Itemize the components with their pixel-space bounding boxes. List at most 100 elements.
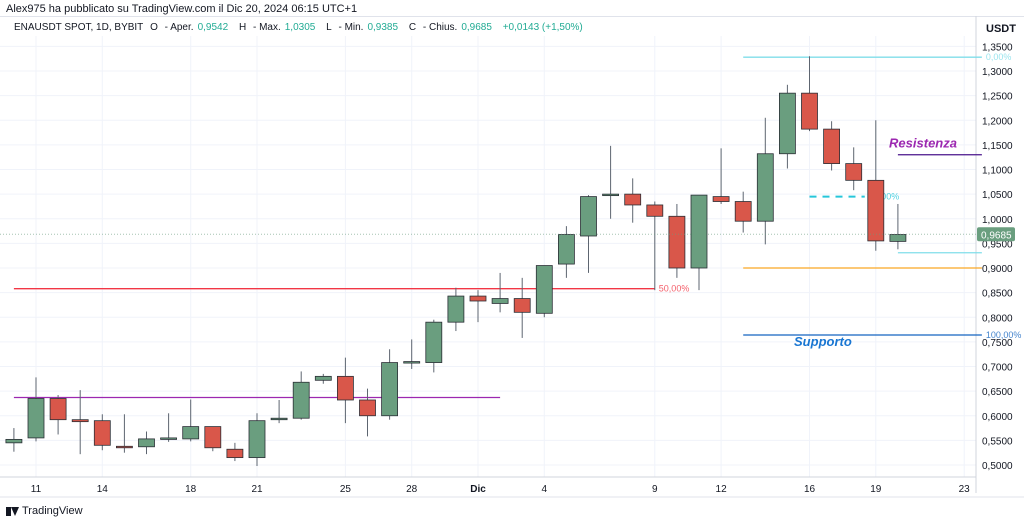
drawing-label-0: 50,00% xyxy=(659,284,690,294)
candle-body xyxy=(867,179,885,242)
high-text: Max. xyxy=(259,22,281,33)
candle-body xyxy=(425,321,443,363)
published-caption: Alex975 ha pubblicato su TradingView.com… xyxy=(6,3,358,15)
candle-body xyxy=(27,398,45,439)
candle-body xyxy=(160,437,178,440)
candle-body xyxy=(116,445,133,449)
x-tick-label: 18 xyxy=(185,484,197,495)
open-label: O xyxy=(150,22,158,33)
y-tick-label: 0,5000 xyxy=(982,461,1013,472)
candle-body xyxy=(823,128,840,164)
y-tick-label: 0,7500 xyxy=(982,338,1013,349)
candle-body xyxy=(801,92,818,130)
annotation-0: Resistenza xyxy=(889,135,957,150)
open-text: Aper. xyxy=(170,22,194,33)
x-tick-label: 11 xyxy=(31,484,42,495)
x-tick-label: Dic xyxy=(470,484,486,495)
candle-body xyxy=(381,362,399,417)
candle-body xyxy=(359,399,376,417)
y-tick-label: 1,2500 xyxy=(982,92,1013,103)
high-value: 1,0305 xyxy=(284,22,316,33)
candle-body xyxy=(690,194,708,269)
candle-body xyxy=(204,426,222,449)
x-tick-label: 23 xyxy=(959,484,971,495)
x-tick-label: 21 xyxy=(251,484,263,495)
candle-body xyxy=(447,295,465,323)
close-text: Chius. xyxy=(428,22,458,33)
footer-brand: TradingView xyxy=(6,505,83,517)
top-divider xyxy=(0,16,1024,17)
candle-body xyxy=(668,215,686,269)
close-label: C xyxy=(408,22,417,33)
low-value: 0,9385 xyxy=(367,22,399,33)
symbol-legend: ENAUSDT SPOT, 1D, BYBIT O - Aper. 0,9542 … xyxy=(14,22,583,33)
candle-body xyxy=(624,193,642,206)
x-tick-label: 25 xyxy=(340,484,352,495)
candle-body xyxy=(5,438,23,444)
change-value: +0,0143 (+1,50%) xyxy=(502,22,583,33)
candle-body xyxy=(889,234,907,242)
candle-body xyxy=(580,196,597,237)
close-value: 0,9685 xyxy=(461,22,492,33)
candle-body xyxy=(469,295,487,302)
candle-body xyxy=(491,298,509,304)
y-tick-label: 1,1500 xyxy=(982,141,1013,152)
candle-body xyxy=(734,201,752,222)
candle-body xyxy=(93,420,111,446)
candle-body xyxy=(646,204,664,217)
x-tick-label: 4 xyxy=(542,484,548,495)
y-tick-label: 0,6000 xyxy=(982,412,1013,423)
candle-body xyxy=(403,361,421,364)
candle-body xyxy=(182,426,200,440)
candle-body xyxy=(602,193,619,197)
y-tick-label: 1,0000 xyxy=(982,215,1013,226)
candle-body xyxy=(779,92,796,155)
y-tick-label: 0,9000 xyxy=(982,264,1013,275)
candle-body xyxy=(513,298,531,313)
x-tick-label: 19 xyxy=(870,484,882,495)
x-tick-label: 28 xyxy=(406,484,418,495)
y-tick-label: 0,8000 xyxy=(982,313,1013,324)
low-label: L xyxy=(326,22,332,33)
candle-body xyxy=(756,153,774,222)
drawing-label-4: 100,00% xyxy=(986,330,1022,340)
candle-body xyxy=(292,381,310,419)
y-tick-label: 0,7000 xyxy=(982,363,1013,374)
y-tick-label: 1,2000 xyxy=(982,116,1013,127)
y-tick-label: 1,3500 xyxy=(982,42,1013,53)
candle-body xyxy=(248,420,266,459)
low-text: Min. xyxy=(344,22,364,33)
candle-body xyxy=(535,265,553,314)
candle-body xyxy=(71,419,89,423)
candle-body xyxy=(845,163,863,181)
last-price-badge xyxy=(977,227,1015,242)
y-tick-label: 0,5500 xyxy=(982,436,1013,447)
y-tick-label: 0,6500 xyxy=(982,387,1013,398)
candle-body xyxy=(712,196,730,202)
last-price-label: 0,9685 xyxy=(981,230,1012,241)
x-tick-label: 14 xyxy=(97,484,109,495)
candle-body xyxy=(336,375,354,401)
candle-body xyxy=(226,448,244,459)
x-tick-label: 9 xyxy=(652,484,658,495)
y-tick-label: 0,9500 xyxy=(982,239,1013,250)
brand-name: TradingView xyxy=(22,505,83,517)
symbol-name: ENAUSDT SPOT, 1D, BYBIT xyxy=(14,22,144,33)
x-tick-label: 12 xyxy=(716,484,728,495)
candle-body xyxy=(138,438,155,448)
candle-body xyxy=(270,417,288,421)
currency-label: USDT xyxy=(986,23,1016,35)
annotation-1: Supporto xyxy=(794,334,852,349)
high-label: H xyxy=(238,22,247,33)
candle-body xyxy=(558,234,575,265)
y-tick-label: 1,1000 xyxy=(982,166,1013,177)
y-tick-label: 1,0500 xyxy=(982,190,1013,201)
y-tick-label: 0,8500 xyxy=(982,289,1013,300)
y-tick-label: 1,3000 xyxy=(982,67,1013,78)
open-value: 0,9542 xyxy=(197,22,229,33)
candle-body xyxy=(49,398,67,421)
tradingview-logo-icon xyxy=(6,506,19,516)
drawing-label-2: 0,00% xyxy=(986,52,1012,62)
candle-body xyxy=(314,375,332,381)
